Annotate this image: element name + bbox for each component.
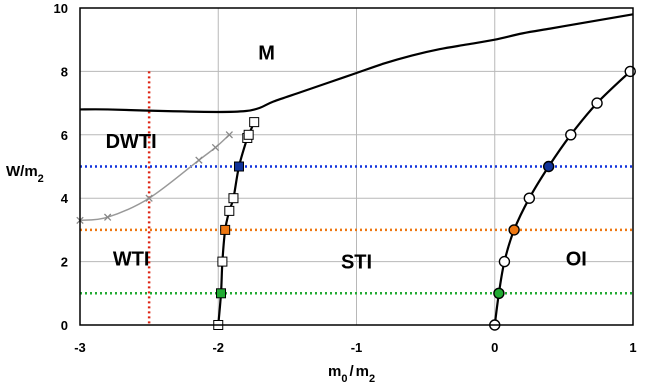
y-axis-label: W/m2 (6, 163, 44, 185)
data-point-x (195, 156, 203, 164)
phase-label: DWTI (106, 131, 157, 153)
x-tick-label: -1 (351, 340, 363, 355)
y-tick-label: 8 (61, 64, 68, 79)
y-tick-label: 2 (61, 255, 68, 270)
data-point-circle (591, 97, 603, 109)
plot-frame (79, 7, 634, 326)
x-axis-label-base: m (328, 363, 341, 380)
phase-label: STI (341, 252, 372, 274)
data-point-square (233, 161, 244, 172)
y-tick-label: 6 (61, 128, 68, 143)
data-point-circle (508, 224, 520, 236)
phase-label: OI (566, 248, 587, 270)
phase-label: WTI (113, 248, 150, 270)
series-1 (213, 117, 260, 330)
data-point-x (103, 213, 112, 221)
y-axis-label-base: W/m (6, 163, 38, 180)
y-tick-label: 0 (61, 318, 68, 333)
phase-labels: M DWTI WTI STI OI (106, 42, 587, 273)
data-point-circle (542, 160, 555, 173)
series-line (79, 13, 634, 114)
y-tick-label: 10 (54, 1, 68, 16)
series-2 (489, 65, 636, 331)
x-axis-label-base2: m (356, 363, 369, 380)
y-axis-label-sub: 2 (38, 173, 44, 185)
phase-label: M (258, 42, 275, 64)
data-point-square (249, 117, 260, 128)
data-point-circle (565, 129, 577, 141)
data-point-square (216, 288, 227, 299)
data-point-x (145, 194, 153, 202)
x-tick-label: 1 (629, 340, 636, 355)
x-axis-label-sub2: 2 (369, 373, 375, 385)
data-point-x (225, 131, 233, 139)
x-axis-label-sep: / (349, 363, 354, 380)
x-tick-label: -3 (74, 340, 86, 355)
x-tick-label: 0 (491, 340, 498, 355)
data-point-square (228, 193, 239, 204)
series-group (76, 13, 636, 331)
data-point-circle (498, 255, 511, 268)
data-point-square (224, 205, 235, 216)
series-0 (79, 13, 634, 114)
data-point-x (211, 143, 220, 152)
data-point-circle (493, 287, 505, 299)
y-tick-label: 4 (61, 191, 69, 206)
data-point-square (220, 224, 231, 235)
series-3 (76, 131, 233, 225)
x-axis-label: m0/m2 (328, 363, 375, 385)
x-axis-label-sub: 0 (341, 373, 347, 385)
data-point-circle (523, 192, 536, 204)
data-point-square (243, 129, 254, 140)
data-point-square (217, 256, 228, 267)
x-tick-label: -2 (212, 340, 224, 355)
